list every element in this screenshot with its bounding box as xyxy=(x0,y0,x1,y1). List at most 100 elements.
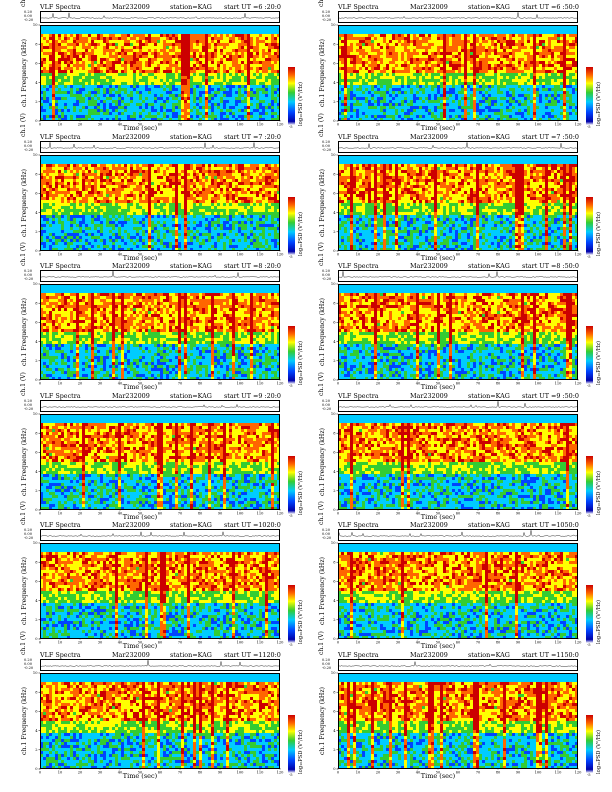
colorbar-tick-label: -5 xyxy=(289,384,293,388)
x-tick-label: 90 xyxy=(218,770,223,774)
panel-title: VLF Spectra xyxy=(338,392,379,400)
y-tick-label: 4 xyxy=(35,469,38,473)
y-axis: 0 2 4 6 8 10 xyxy=(331,23,338,123)
trace-line xyxy=(338,661,579,667)
x-tick-label: 10 xyxy=(356,511,361,515)
x-tick-label: 110 xyxy=(257,382,265,386)
y-tick-label: 4 xyxy=(333,81,336,85)
x-tick-label: 30 xyxy=(396,511,401,515)
panel-start-ut: start UT =6 :20:0 xyxy=(224,3,281,11)
trace-y-label: ch.1 (V) xyxy=(318,372,325,396)
spectrogram-plot xyxy=(338,284,578,380)
x-tick-label: 40 xyxy=(118,511,123,515)
waveform-trace: 0.20 0.00 -0.20 xyxy=(322,528,579,541)
x-tick-label: 30 xyxy=(396,123,401,127)
colorbar-tick-label: -5 xyxy=(289,125,293,129)
panel-start-ut: start UT =1050:0 xyxy=(522,521,579,529)
panel-header: VLF Spectra Mar232009 station=KAG start UT … xyxy=(338,392,588,402)
x-tick-label: 60 xyxy=(158,511,163,515)
colorbar xyxy=(288,196,295,255)
x-tick-label: 50 xyxy=(436,770,441,774)
start-time: 9 :50:0 xyxy=(556,392,579,400)
waveform-svg xyxy=(40,142,281,149)
frequency-y-label: ch.1 Frequency (kHz) xyxy=(21,298,28,366)
y-tick-label: 2 xyxy=(35,359,37,363)
y-tick-label: 10 xyxy=(331,541,336,545)
x-tick-label: 50 xyxy=(138,382,143,386)
frequency-y-label: ch.1 Frequency (kHz) xyxy=(319,39,326,107)
start-time: 8 :50:0 xyxy=(556,262,579,270)
y-axis: 0 2 4 6 8 10 xyxy=(33,153,40,253)
y-axis: 0 2 4 6 8 10 xyxy=(33,23,40,123)
y-axis: 0 2 4 6 8 10 xyxy=(33,541,40,641)
trace-tick-label: 0.00 xyxy=(24,532,32,536)
y-tick-label: 8 xyxy=(35,172,38,176)
x-axis: 0 10 20 30 40 50 60 70 80 90 100 110 120 xyxy=(39,249,284,256)
start-time: 1050:0 xyxy=(556,521,578,529)
y-tick-label: 8 xyxy=(35,690,38,694)
waveform-svg xyxy=(338,401,579,408)
x-tick-label: 10 xyxy=(356,382,361,386)
x-tick-label: 50 xyxy=(436,511,441,515)
spectrogram-panel: VLF Spectra Mar232009 station=KAG start UT … xyxy=(0,242,304,391)
y-tick-label: 0 xyxy=(333,508,336,512)
frequency-y-label: ch.1 Frequency (kHz) xyxy=(21,169,28,237)
frequency-y-label: ch.1 Frequency (kHz) xyxy=(319,428,326,496)
trace-line xyxy=(40,531,281,538)
trace-y-label: ch.1 (V) xyxy=(318,242,325,266)
x-tick-label: 10 xyxy=(58,252,63,256)
y-tick-label: 10 xyxy=(331,671,336,675)
x-tick-label: 50 xyxy=(436,641,441,645)
panel-date: Mar232009 xyxy=(410,392,448,400)
trace-y-label: ch.1 (V) xyxy=(318,501,325,525)
x-tick-label: 110 xyxy=(555,123,563,127)
x-tick-label: 70 xyxy=(476,641,481,645)
x-tick-label: 10 xyxy=(356,252,361,256)
x-tick-label: 80 xyxy=(198,770,203,774)
y-tick-label: 4 xyxy=(333,599,336,603)
x-tick-label: 50 xyxy=(138,641,143,645)
x-tick-label: 80 xyxy=(198,382,203,386)
trace-line xyxy=(40,403,281,408)
x-tick-label: 120 xyxy=(575,641,583,645)
y-tick-label: 6 xyxy=(35,450,38,454)
x-tick-label: 100 xyxy=(237,641,245,645)
x-tick-label: 60 xyxy=(456,123,461,127)
x-tick-label: 60 xyxy=(158,641,163,645)
colorbar-label: log₁₀PSD (V²/Hz) xyxy=(596,471,602,515)
trace-line xyxy=(338,12,579,20)
trace-tick-label: 0.20 xyxy=(322,10,330,14)
x-tick-label: 80 xyxy=(496,252,501,256)
trace-tick-label: 0.20 xyxy=(322,399,330,403)
x-axis-label: Time (sec) xyxy=(123,254,157,262)
panel-start-ut: start UT =9 :50:0 xyxy=(522,392,579,400)
colorbar-label: log₁₀PSD (V²/Hz) xyxy=(596,212,602,256)
panel-station: station=KAG xyxy=(170,262,212,270)
x-tick-label: 60 xyxy=(158,252,163,256)
panel-date: Mar232009 xyxy=(112,651,150,659)
x-tick-label: 0 xyxy=(39,252,42,256)
panel-title: VLF Spectra xyxy=(40,3,81,11)
x-axis-label: Time (sec) xyxy=(123,383,157,391)
x-tick-label: 30 xyxy=(98,641,103,645)
x-tick-label: 100 xyxy=(535,123,543,127)
spectrogram-panel: VLF Spectra Mar232009 station=KAG start UT … xyxy=(0,0,304,132)
y-tick-label: 8 xyxy=(333,42,336,46)
trace-tick-label: 0.00 xyxy=(322,662,330,666)
colorbar xyxy=(586,585,593,643)
y-tick-label: 0 xyxy=(333,378,336,382)
trace-y-label: ch.1 (V) xyxy=(20,113,27,137)
y-tick-label: 0 xyxy=(333,767,336,771)
x-tick-label: 0 xyxy=(337,511,340,515)
x-tick-label: 70 xyxy=(178,123,183,127)
y-tick-label: 0 xyxy=(35,508,38,512)
waveform-svg xyxy=(40,13,281,20)
y-tick-label: 2 xyxy=(333,230,335,234)
y-tick-label: 10 xyxy=(33,671,38,675)
colorbar-tick-label: -5 xyxy=(587,643,591,647)
spectrogram-panel: VLF Spectra Mar232009 station=KAG start UT … xyxy=(298,0,602,132)
spectrogram-panel: VLF Spectra Mar232009 station=KAG start UT … xyxy=(0,372,304,521)
frequency-y-label: ch.1 Frequency (kHz) xyxy=(319,298,326,366)
y-tick-label: 10 xyxy=(33,282,38,286)
panel-station: station=KAG xyxy=(170,521,212,529)
